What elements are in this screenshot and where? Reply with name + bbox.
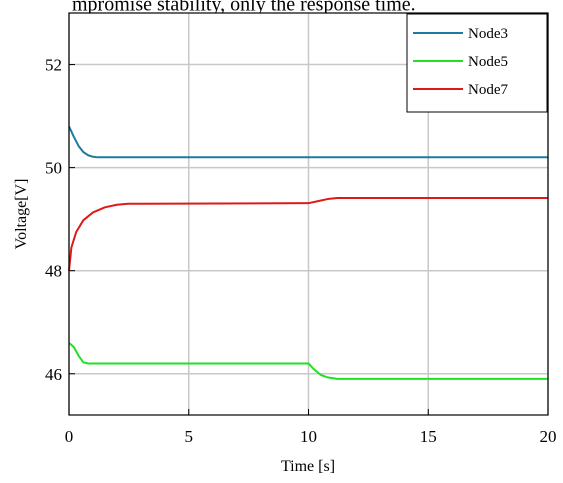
x-tick-label: 5 xyxy=(185,427,194,446)
y-axis-label: Voltage[V] xyxy=(13,179,30,250)
x-tick-label: 15 xyxy=(420,427,437,446)
x-axis: 0 5 10 15 20 xyxy=(65,409,557,446)
x-tick-label: 20 xyxy=(540,427,557,446)
y-tick-label: 52 xyxy=(45,56,62,75)
legend-box xyxy=(406,13,548,113)
legend: Node3 Node5 Node7 xyxy=(406,13,548,113)
series-line-node7 xyxy=(68,197,548,271)
legend-label: Node7 xyxy=(468,82,508,98)
x-tick-label: 0 xyxy=(65,427,74,446)
y-tick-label: 48 xyxy=(45,262,62,281)
series-line-node5 xyxy=(68,342,548,380)
series-line-node3 xyxy=(68,125,548,159)
y-tick-label: 50 xyxy=(45,159,62,178)
series-lines xyxy=(68,125,548,380)
x-tick-label: 10 xyxy=(300,427,317,446)
legend-label: Node5 xyxy=(468,54,508,70)
caption-fragment: mpromise stability, only the response ti… xyxy=(72,0,416,16)
y-axis: 46 48 50 52 xyxy=(45,56,75,384)
x-axis-label: Time [s] xyxy=(281,458,335,475)
y-tick-label: 46 xyxy=(45,365,62,384)
legend-label: Node3 xyxy=(468,26,508,42)
